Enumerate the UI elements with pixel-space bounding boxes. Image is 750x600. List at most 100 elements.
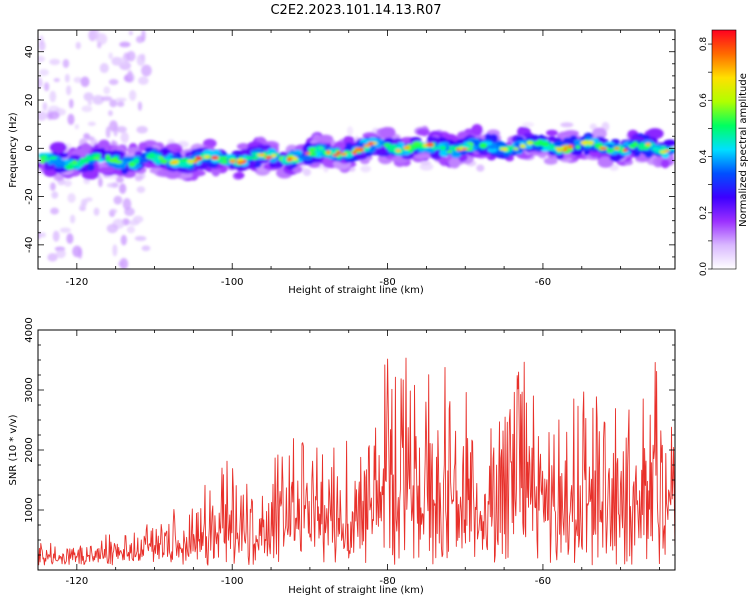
colorbar: 0.0 0.2 0.4 0.6 0.8 Normalized spectral ampl…: [699, 29, 749, 277]
heatmap-ridge-blob: [236, 143, 250, 151]
colorbar-ticks: 0.0 0.2 0.4 0.6 0.8: [699, 37, 712, 277]
heatmap-noise-blob: [55, 248, 66, 259]
heatmap-ridge-blob: [114, 160, 123, 164]
heatmap-ridge-blob: [336, 151, 342, 154]
heatmap-noise-blob: [129, 89, 137, 101]
spectrogram-y-ticks: -40 -20 0 20 40: [24, 39, 675, 270]
heatmap-noise-blob: [67, 113, 75, 126]
heatmap-ridge-blob: [57, 152, 69, 159]
heatmap-noise-blob: [120, 131, 129, 144]
y-tick-label: 40: [24, 45, 35, 58]
snr-panel: -120 -100 -80 -60 1000 2000 3000 4000 Height o…: [8, 317, 676, 596]
heatmap-noise-blob: [49, 90, 57, 103]
heatmap-ridge-blob: [479, 142, 488, 149]
heatmap-ridge-blob: [301, 155, 313, 161]
heatmap-noise-blob: [127, 69, 133, 81]
heatmap-ridge-blob: [161, 158, 168, 165]
heatmap-ridge-blob: [395, 149, 402, 153]
heatmap-ridge-blob: [446, 150, 453, 154]
y-tick-label: 0: [24, 145, 35, 151]
heatmap-noise-blob: [42, 102, 48, 111]
heatmap-ridge-blob: [645, 142, 651, 146]
heatmap-noise-blob: [50, 207, 59, 215]
heatmap-noise-blob: [126, 226, 135, 234]
colorbar-tick-label: 0.0: [699, 262, 709, 277]
heatmap-ridge-blob: [587, 140, 595, 145]
heatmap-noise-blob: [560, 122, 574, 128]
heatmap-ridge-blob: [450, 151, 462, 159]
heatmap-noise-blob: [128, 30, 133, 36]
heatmap-ridge-blob: [628, 143, 637, 149]
heatmap-ridge-blob: [563, 130, 579, 137]
y-tick-label: 4000: [24, 317, 35, 342]
heatmap-noise-blob: [122, 198, 132, 210]
heatmap-ridge-blob: [305, 152, 311, 155]
heatmap-ridge-blob: [72, 160, 78, 165]
y-tick-label: -40: [24, 237, 35, 253]
heatmap-ridge-blob: [97, 166, 115, 174]
heatmap-noise-blob: [67, 193, 76, 203]
heatmap-noise-blob: [69, 214, 76, 224]
heatmap-ridge-blob: [164, 168, 182, 180]
heatmap-noise-blob: [136, 186, 146, 193]
heatmap-noise-blob: [521, 121, 535, 128]
heatmap-ridge-blob: [250, 156, 259, 160]
heatmap-ridge-blob: [644, 150, 653, 158]
heatmap-ridge-blob: [540, 141, 550, 147]
heatmap-noise-blob: [103, 86, 111, 95]
heatmap-ridge-blob: [101, 150, 115, 157]
heatmap-noise-blob: [108, 78, 119, 85]
heatmap-ridge-blob: [593, 142, 604, 149]
heatmap-noise-blob: [79, 206, 86, 211]
heatmap-noise-blob: [115, 176, 124, 183]
heatmap-ridge-blob: [51, 158, 64, 166]
heatmap-ridge-blob: [461, 147, 468, 151]
heatmap-ridge-blob: [416, 128, 430, 136]
heatmap-noise-blob: [119, 258, 129, 269]
colorbar-frame: [711, 29, 737, 270]
heatmap-ridge-blob: [543, 157, 558, 165]
heatmap-ridge-blob: [368, 137, 379, 144]
heatmap-ridge-blob: [140, 153, 148, 159]
heatmap-ridge-blob: [235, 158, 244, 162]
heatmap-noise-blob: [116, 57, 128, 65]
heatmap-ridge-blob: [519, 144, 526, 149]
snr-y-label: SNR (10 * v/v): [8, 414, 19, 485]
heatmap-noise-blob: [40, 232, 46, 238]
heatmap-noise-blob: [609, 164, 619, 171]
spectrogram-y-label: Frequency (Hz): [8, 112, 19, 188]
heatmap-noise-blob: [73, 76, 83, 84]
heatmap-noise-blob: [63, 180, 72, 187]
heatmap-ridge-blob: [286, 157, 293, 162]
heatmap-ridge-blob: [500, 142, 507, 148]
heatmap-noise-blob: [65, 85, 72, 96]
heatmap-noise-blob: [134, 174, 143, 182]
heatmap-ridge-blob: [426, 142, 434, 147]
heatmap-noise-blob: [81, 105, 93, 113]
heatmap-ridge-blob: [575, 145, 581, 150]
heatmap-ridge-blob: [94, 157, 101, 161]
y-tick-label: 2000: [24, 437, 35, 462]
heatmap-ridge-blob: [558, 146, 565, 151]
heatmap-ridge-blob: [234, 172, 245, 179]
snr-series-line: [38, 357, 675, 566]
heatmap-noise-blob: [77, 247, 83, 259]
heatmap-ridge-blob: [145, 153, 155, 160]
heatmap-ridge-blob: [282, 156, 288, 163]
heatmap-ridge-blob: [85, 155, 92, 161]
figure-title: C2E2.2023.101.14.13.R07: [270, 3, 441, 18]
heatmap-ridge-blob: [599, 146, 608, 150]
colorbar-label: Normalized spectral amplitude: [738, 73, 749, 227]
heatmap-ridge-blob: [494, 150, 504, 155]
y-tick-label: 20: [24, 94, 35, 107]
heatmap-noise-blob: [106, 223, 119, 234]
colorbar-gradient: [712, 30, 736, 269]
spectrogram-x-ticks: -120 -100 -80 -60: [37, 30, 660, 288]
x-tick-label: -100: [221, 576, 244, 587]
heatmap-ridge-blob: [345, 143, 353, 151]
heatmap-ridge-blob: [39, 159, 46, 164]
heatmap-noise-blob: [87, 100, 92, 106]
heatmap-ridge-blob: [413, 144, 421, 148]
heatmap-noise-blob: [113, 195, 123, 205]
